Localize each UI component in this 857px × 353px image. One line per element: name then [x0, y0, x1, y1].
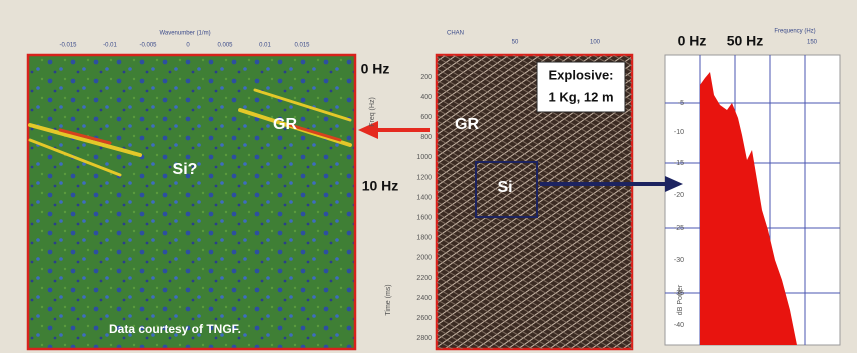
y-tick-label: -5 — [678, 100, 684, 107]
axis-title: dB Power — [677, 284, 684, 315]
y-tick-label: 600 — [420, 114, 432, 121]
y-tick-label: -20 — [674, 192, 684, 199]
y-tick-label: 1000 — [416, 154, 432, 161]
freq-label: 0 Hz — [678, 33, 707, 49]
y-tick-label: 1800 — [416, 235, 432, 242]
axis-title: Frequency (Hz) — [774, 29, 815, 35]
figure: Wavenumber (1/m) -0.015 -0.01 -0.005 0 0.005 0… — [0, 0, 857, 353]
y-tick-label: 2200 — [416, 275, 432, 282]
source-label: 1 Kg, 12 m — [548, 89, 613, 104]
y-tick-label: 2800 — [416, 335, 432, 342]
x-tick-label: 100 — [590, 40, 601, 46]
fk-panel — [28, 55, 355, 349]
y-tick-label: 2000 — [416, 255, 432, 262]
y-tick-label: 2400 — [416, 295, 432, 302]
x-tick-label: 0 — [186, 43, 190, 49]
y-tick-label: 200 — [420, 74, 432, 81]
x-tick-label: 0.005 — [217, 43, 233, 49]
y-tick-label: 400 — [420, 94, 432, 101]
credit: Data courtesy of TNGF. — [109, 322, 241, 336]
y-tick-label: -10 — [674, 129, 684, 136]
freq-label: 50 Hz — [727, 33, 764, 49]
y-tick-label: 1200 — [416, 174, 432, 181]
y-tick-label: 1600 — [416, 215, 432, 222]
x-tick-label: -0.005 — [139, 43, 157, 49]
axis-title: Freq (Hz) — [369, 97, 376, 127]
x-tick-label: 150 — [807, 40, 818, 46]
page: Wavenumber (1/m) -0.015 -0.01 -0.005 0 0.005 0… — [0, 0, 857, 353]
y-tick-label: -15 — [674, 160, 684, 167]
event-label: GR — [455, 116, 479, 133]
x-tick-label: 50 — [512, 40, 519, 46]
event-label: GR — [273, 116, 297, 133]
y-tick-label: -40 — [674, 322, 684, 329]
x-tick-label: -0.01 — [103, 43, 117, 49]
x-tick-label: 0.015 — [294, 43, 310, 49]
freq-label: 10 Hz — [362, 178, 399, 194]
y-tick-label: 1400 — [416, 194, 432, 201]
y-tick-label: 2600 — [416, 315, 432, 322]
axis-title: Time (ms) — [385, 284, 392, 315]
y-tick-label: -30 — [674, 257, 684, 264]
axis-title: CHAN — [447, 31, 464, 37]
event-label: Si? — [173, 161, 198, 178]
source-label: Explosive: — [548, 67, 613, 82]
y-tick-label: 800 — [420, 134, 432, 141]
freq-label: 0 Hz — [361, 61, 390, 77]
x-tick-label: -0.015 — [59, 43, 77, 49]
axis-title: Wavenumber (1/m) — [159, 31, 210, 37]
x-tick-label: 0.01 — [259, 43, 271, 49]
event-label: Si — [497, 179, 512, 196]
y-tick-label: -25 — [674, 225, 684, 232]
